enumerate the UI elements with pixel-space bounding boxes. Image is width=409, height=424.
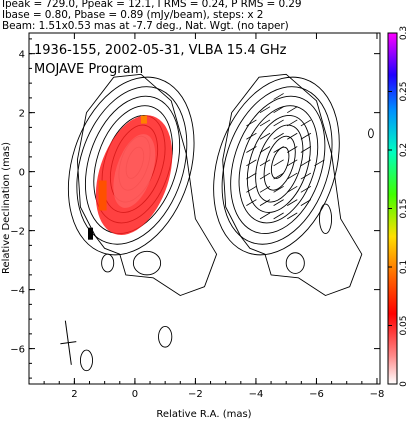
intensity-contour-patch bbox=[79, 349, 93, 372]
evpa-tick bbox=[287, 119, 298, 127]
y-axis-label: Relative Declination (mas) bbox=[1, 142, 12, 274]
evpa-tick bbox=[273, 185, 284, 193]
polarized-contour-outer bbox=[222, 73, 363, 296]
program-title: MOJAVE Program bbox=[34, 62, 143, 77]
beam-minor-axis bbox=[60, 341, 77, 345]
evpa-tick bbox=[246, 159, 257, 167]
y-tick-label: −4 bbox=[10, 286, 25, 297]
evpa-tick bbox=[287, 199, 298, 206]
evpa-tick bbox=[259, 119, 271, 127]
header-line-1: Ipeak = 729.0, Ppeak = 12.1, I RMS = 0.2… bbox=[2, 0, 302, 10]
evpa-tick bbox=[273, 199, 284, 206]
colorbar-tick-label: 0 bbox=[399, 381, 409, 387]
x-tick-label: −6 bbox=[309, 389, 324, 400]
evpa-tick bbox=[287, 159, 298, 167]
y-tick-label: 2 bbox=[19, 109, 25, 120]
evpa-tick bbox=[287, 185, 298, 193]
colorbar-tick-label: 0.25 bbox=[399, 81, 409, 101]
header-line-3: Beam: 1.51x0.53 mas at -7.7 deg., Nat. W… bbox=[2, 20, 289, 32]
intensity-contour-patch bbox=[158, 326, 173, 348]
polarization-color-edge bbox=[98, 180, 107, 211]
evpa-tick bbox=[273, 146, 284, 153]
evpa-tick bbox=[287, 146, 298, 153]
polarized-contour bbox=[230, 95, 326, 234]
evpa-tick bbox=[259, 212, 271, 220]
evpa-tick bbox=[259, 172, 271, 180]
evpa-tick bbox=[259, 199, 271, 206]
y-tick-label: −6 bbox=[10, 345, 25, 356]
evpa-tick bbox=[300, 185, 312, 193]
polarized-contour-patch bbox=[368, 128, 374, 139]
colorbar-tick-label: 0.15 bbox=[399, 198, 409, 218]
evpa-tick bbox=[246, 119, 257, 127]
y-tick-label: 0 bbox=[19, 168, 25, 179]
evpa-tick bbox=[273, 132, 284, 140]
intensity-contour-patch bbox=[101, 253, 115, 273]
polarization-color-dark bbox=[88, 227, 94, 240]
evpa-tick bbox=[259, 159, 271, 167]
x-tick-label: 2 bbox=[71, 389, 77, 400]
intensity-contour bbox=[67, 76, 195, 256]
beam-marker bbox=[60, 320, 77, 365]
evpa-tick bbox=[300, 132, 312, 140]
evpa-tick bbox=[287, 132, 298, 140]
evpa-tick bbox=[246, 185, 257, 193]
polarized-contour bbox=[238, 105, 319, 224]
evpa-tick bbox=[287, 172, 298, 180]
evpa-tick bbox=[259, 185, 271, 193]
x-axis-label: Relative R.A. (mas) bbox=[156, 409, 251, 420]
y-tick-label: 4 bbox=[19, 50, 25, 61]
polarized-contour bbox=[255, 124, 304, 203]
evpa-tick bbox=[300, 146, 312, 153]
intensity-contour-outer bbox=[76, 73, 218, 296]
colorbar-tick-label: 0.1 bbox=[399, 260, 409, 274]
colorbar-tick-label: 0.3 bbox=[399, 26, 409, 40]
evpa-tick bbox=[259, 106, 271, 114]
polarized-contour bbox=[213, 76, 340, 256]
evpa-tick bbox=[273, 172, 284, 180]
evpa-tick bbox=[246, 199, 257, 206]
evpa-tick bbox=[259, 146, 271, 153]
header-line-2: Ibase = 0.80, Pbase = 0.89 (mJy/beam), s… bbox=[2, 9, 264, 21]
evpa-tick bbox=[287, 106, 298, 114]
evpa-tick bbox=[246, 172, 257, 180]
evpa-tick bbox=[287, 212, 298, 220]
evpa-tick bbox=[273, 212, 284, 220]
x-tick-label: −2 bbox=[188, 389, 203, 400]
x-tick-label: −4 bbox=[249, 389, 264, 400]
y-tick-label: −2 bbox=[10, 227, 25, 238]
evpa-tick bbox=[300, 159, 312, 167]
polarized-contour bbox=[246, 114, 311, 213]
evpa-tick bbox=[273, 159, 284, 167]
polarized-contour-patch bbox=[319, 203, 333, 235]
colorbar-tick-label: 0.2 bbox=[399, 143, 409, 157]
evpa-tick bbox=[300, 119, 312, 127]
polarization-color-inner bbox=[113, 134, 156, 208]
colorbar-tick-label: 0.05 bbox=[399, 315, 409, 335]
evpa-tick bbox=[246, 132, 257, 140]
evpa-tick bbox=[273, 106, 284, 114]
x-tick-label: 0 bbox=[132, 389, 138, 400]
evpa-tick bbox=[259, 132, 271, 140]
axes-layer: 2 0 −2 −4 −6 −8 4 2 0 −2 −4 −6 bbox=[10, 33, 384, 400]
plot-frame bbox=[28, 32, 381, 385]
polarized-contour bbox=[263, 135, 296, 191]
source-title: 1936-155, 2002-05-31, VLBA 15.4 GHz bbox=[34, 43, 287, 58]
x-tick-label: −8 bbox=[370, 389, 385, 400]
evpa-tick bbox=[273, 119, 284, 127]
evpa-tick bbox=[300, 199, 312, 206]
evpa-tick bbox=[300, 172, 312, 180]
polarized-contour-patch bbox=[285, 252, 305, 274]
polarization-color-tip bbox=[140, 115, 147, 124]
intensity-contour bbox=[84, 95, 181, 234]
colorbar-ticks: 0 0.05 0.1 0.15 0.2 0.25 0.3 bbox=[388, 26, 409, 387]
evpa-tick bbox=[246, 146, 257, 153]
evpa-tick bbox=[273, 93, 284, 100]
evpa-tick bbox=[314, 159, 325, 167]
map-layer bbox=[60, 73, 374, 372]
intensity-contour-patch bbox=[132, 250, 162, 276]
